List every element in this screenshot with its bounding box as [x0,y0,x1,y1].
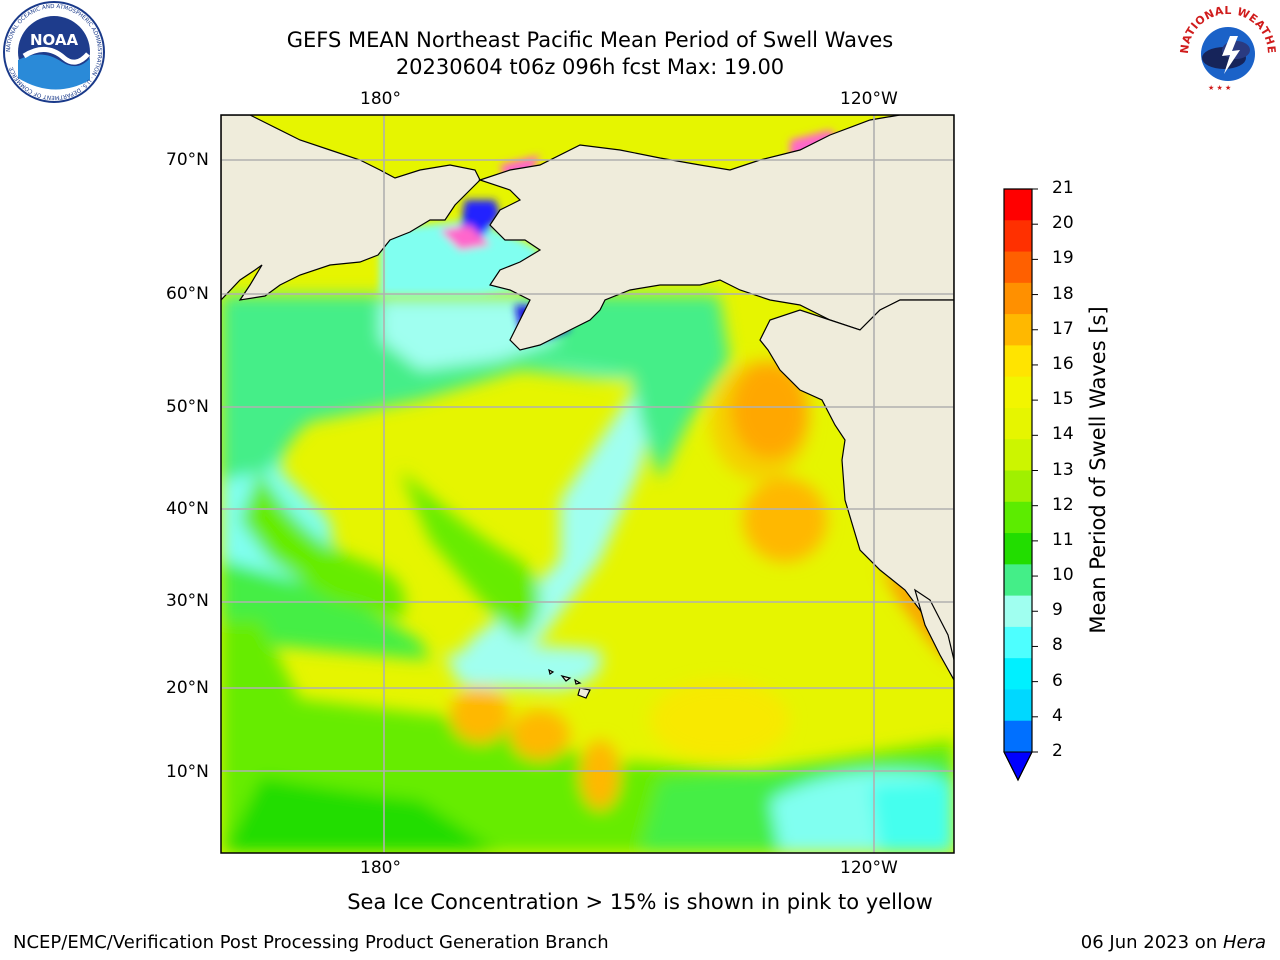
colorbar-tick-label: 4 [1052,705,1063,726]
lat-label-10n: 10°N [166,762,209,782]
colorbar-segment [1004,533,1032,565]
chart-subtitle: 20230604 t06z 096h fcst Max: 19.00 [395,55,785,79]
map-frame [220,114,955,854]
lat-label-60n: 60°N [166,284,209,304]
colorbar-segment [1004,345,1032,378]
colorbar-extend-arrow [1003,751,1033,782]
colorbar-tick-label: 9 [1052,600,1063,621]
colorbar-frame [1003,188,1033,782]
noaa-logo-text: NOAA [30,31,79,49]
graticule [221,115,954,853]
colorbar-tick-label: 19 [1052,248,1074,269]
colorbar-tick-label: 21 [1052,178,1074,198]
footer-date-text: 06 Jun 2023 on [1080,932,1223,953]
colorbar-tick-label: 10 [1052,565,1074,586]
colorbar-segment [1004,220,1032,253]
colorbar-segment [1004,407,1032,440]
colorbar-tick-label: 16 [1052,353,1074,374]
colorbar-segment [1004,564,1032,597]
lat-label-40n: 40°N [166,499,209,519]
colorbar-segment [1004,595,1032,628]
colorbar [1003,188,1038,782]
colorbar-segment [1004,501,1032,534]
colorbar-tick-label: 11 [1052,529,1074,550]
swell-period-field [221,295,954,853]
colorbar-segment [1004,626,1032,659]
colorbar-segment [1004,720,1032,753]
colorbar-segment [1004,470,1032,503]
colorbar-segment [1004,314,1032,346]
colorbar-segment [1004,689,1032,722]
sea-ice-caption: Sea Ice Concentration > 15% is shown in … [347,890,933,914]
land [221,115,954,699]
colorbar-label: Mean Period of Swell Waves [s] [1086,306,1110,634]
colorbar-tick-label: 15 [1052,389,1074,410]
noaa-logo-icon: NOAA NATIONAL OCEANIC AND ATMOSPHERIC AD… [3,1,105,103]
colorbar-tick-label: 14 [1052,424,1074,445]
colorbar-segment [1004,251,1032,284]
colorbar-segment [1004,189,1032,221]
lat-label-20n: 20°N [166,678,209,698]
nws-logo-icon: NATIONAL WEATHER SERVICE ★ ★ ★ [1178,0,1278,98]
chart-title: GEFS MEAN Northeast Pacific Mean Period … [286,28,894,52]
footer-credit: NCEP/EMC/Verification Post Processing Pr… [13,932,609,953]
svg-text:★ ★ ★: ★ ★ ★ [1208,84,1231,92]
colorbar-segment [1004,658,1032,690]
colorbar-tick-label: 12 [1052,494,1074,515]
colorbar-segment [1004,376,1032,409]
lat-label-50n: 50°N [166,397,209,417]
lat-label-70n: 70°N [166,150,209,170]
colorbar-tick-label: 20 [1052,213,1074,234]
bottom-lon-label-180: 180° [360,858,401,878]
colorbar-tick-label: 18 [1052,283,1074,304]
top-lon-label-120w: 120°W [840,89,898,109]
colorbar-tick-label: 6 [1052,670,1063,691]
colorbar-tick-label: 2 [1052,741,1063,761]
footer-date: 06 Jun 2023 on Hera [1081,932,1266,953]
lat-label-30n: 30°N [166,591,209,611]
colorbar-tick-label: 17 [1052,318,1074,339]
colorbar-tick-label: 8 [1052,635,1063,656]
map-area [221,115,954,853]
footer-host: Hera [1222,932,1266,953]
top-lon-label-180: 180° [360,89,401,109]
colorbar-segment [1004,439,1032,471]
colorbar-segment [1004,282,1032,315]
colorbar-tick-label: 13 [1052,459,1074,480]
bottom-lon-label-120w: 120°W [840,858,898,878]
